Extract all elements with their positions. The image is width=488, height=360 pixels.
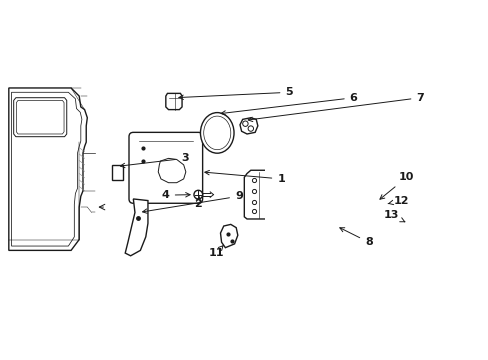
Polygon shape [9, 88, 87, 251]
Text: 8: 8 [339, 228, 372, 247]
Polygon shape [125, 199, 148, 256]
Polygon shape [158, 158, 185, 183]
Polygon shape [240, 118, 257, 134]
Circle shape [194, 190, 202, 199]
Text: 11: 11 [208, 245, 224, 258]
Ellipse shape [203, 116, 230, 150]
Text: 3: 3 [120, 153, 188, 168]
Text: 7: 7 [247, 93, 423, 122]
Text: 2: 2 [194, 197, 202, 210]
Polygon shape [244, 170, 290, 219]
Circle shape [242, 121, 247, 126]
Text: 1: 1 [204, 170, 285, 184]
Circle shape [376, 202, 382, 207]
Text: 5: 5 [179, 87, 292, 99]
Polygon shape [319, 187, 383, 198]
Text: 9: 9 [142, 191, 243, 213]
Text: 10: 10 [379, 172, 413, 199]
Polygon shape [165, 93, 182, 109]
Text: 4: 4 [162, 190, 190, 200]
Polygon shape [403, 211, 430, 253]
Polygon shape [17, 100, 64, 134]
Text: 6: 6 [221, 93, 357, 115]
Text: 13: 13 [383, 210, 404, 222]
Polygon shape [14, 98, 66, 137]
Bar [111, 165, 122, 180]
Circle shape [247, 126, 253, 131]
Ellipse shape [200, 113, 234, 153]
Circle shape [373, 199, 384, 210]
Polygon shape [220, 224, 237, 248]
Text: 12: 12 [387, 195, 408, 206]
Polygon shape [306, 158, 349, 235]
FancyBboxPatch shape [129, 132, 202, 203]
